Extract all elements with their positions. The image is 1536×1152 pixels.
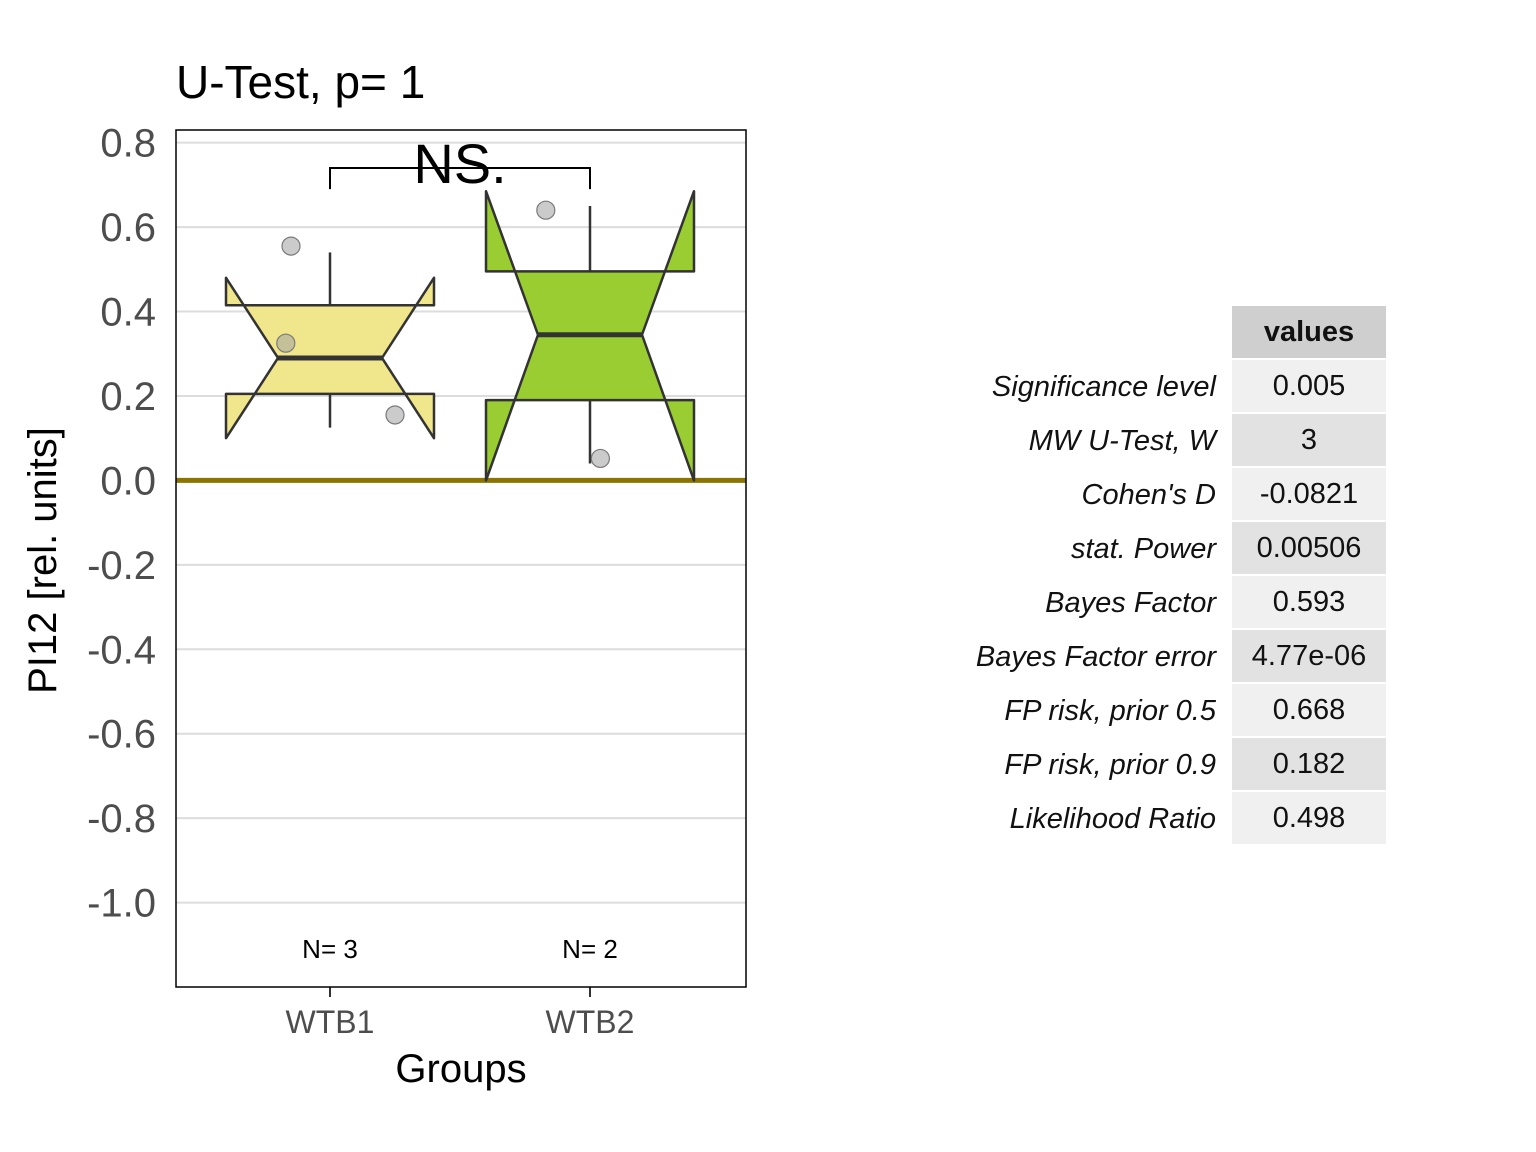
box-group-wtb2: N= 2 WTB2 (484, 189, 696, 1040)
plot-panel (176, 130, 746, 987)
y-tick-label: -0.8 (87, 797, 156, 841)
stats-row-value: 0.182 (1232, 738, 1386, 792)
stats-row-label: MW U-Test, W (1028, 424, 1216, 457)
x-axis-title: Groups (395, 1047, 526, 1091)
data-point (385, 405, 405, 425)
stats-row-label: Likelihood Ratio (1009, 802, 1216, 835)
significance-bracket (329, 166, 591, 190)
data-point (536, 200, 556, 220)
n-count-label: N= 2 (562, 934, 618, 964)
y-tick-label: -0.2 (87, 544, 156, 588)
plot-border (175, 129, 747, 988)
data-point (281, 236, 301, 256)
stats-row: Cohen's D -0.0821 (930, 468, 1386, 522)
stats-row: MW U-Test, W 3 (930, 414, 1386, 468)
stats-table-header: values (1232, 306, 1386, 360)
stats-row-value: -0.0821 (1232, 468, 1386, 522)
stats-row-value: 0.668 (1232, 684, 1386, 738)
y-tick-label: 0.4 (100, 291, 156, 335)
chart-title: U-Test, p= 1 (176, 56, 425, 108)
significance-label: NS. (413, 132, 506, 195)
stats-row-label: stat. Power (1070, 532, 1216, 565)
x-tick-label: WTB2 (546, 1004, 635, 1040)
y-tick-label: -0.6 (87, 713, 156, 757)
stats-row-label: FP risk, prior 0.9 (1004, 748, 1216, 781)
stats-row-value: 3 (1232, 414, 1386, 468)
stats-row: Bayes Factor 0.593 (930, 576, 1386, 630)
stats-row-label: Bayes Factor (1045, 586, 1216, 619)
stats-row-value: 4.77e-06 (1232, 630, 1386, 684)
stats-row: Bayes Factor error 4.77e-06 (930, 630, 1386, 684)
stats-row-label: Cohen's D (1081, 478, 1217, 511)
y-tick-label: 0.8 (100, 122, 156, 166)
stats-table-corner (930, 306, 1232, 360)
stats-row-label: Bayes Factor error (975, 640, 1216, 673)
y-axis-title: PI12 [rel. units] (21, 427, 65, 694)
stats-row-value: 0.498 (1232, 792, 1386, 846)
data-point (590, 448, 611, 469)
x-tick-label: WTB1 (286, 1004, 375, 1040)
stats-row: stat. Power 0.00506 (930, 522, 1386, 576)
n-count-label: N= 3 (302, 934, 358, 964)
stats-row-value: 0.00506 (1232, 522, 1386, 576)
stats-row: Significance level 0.005 (930, 360, 1386, 414)
y-tick-label: 0.6 (100, 206, 156, 250)
box-group-wtb1: N= 3 WTB1 (224, 236, 436, 1040)
stats-row: FP risk, prior 0.5 0.668 (930, 684, 1386, 738)
stats-row-label: FP risk, prior 0.5 (1004, 694, 1216, 727)
stats-row-value: 0.593 (1232, 576, 1386, 630)
y-tick-label: 0.2 (100, 375, 156, 419)
y-tick-label: 0.0 (100, 459, 156, 503)
y-tick-label: -0.4 (87, 628, 156, 672)
stats-row: FP risk, prior 0.9 0.182 (930, 738, 1386, 792)
stats-table: values Significance level 0.005 MW U-Tes… (930, 306, 1386, 846)
y-tick-label: -1.0 (87, 882, 156, 926)
stats-row-label: Significance level (991, 370, 1216, 403)
stats-row-value: 0.005 (1232, 360, 1386, 414)
data-point (276, 333, 296, 353)
stats-row: Likelihood Ratio 0.498 (930, 792, 1386, 846)
